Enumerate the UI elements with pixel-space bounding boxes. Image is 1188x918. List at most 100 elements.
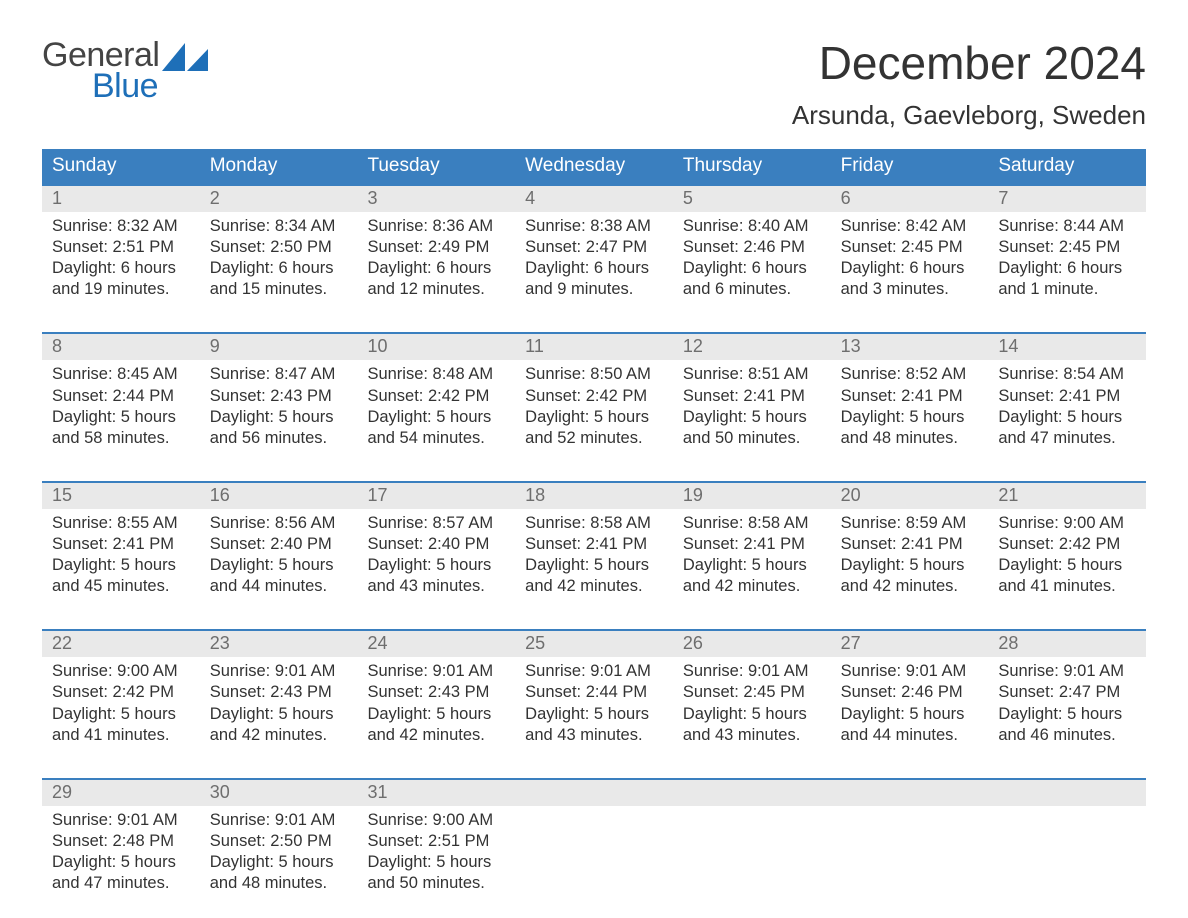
daylight-text-line1: Daylight: 5 hours bbox=[210, 852, 348, 873]
sunrise-text: Sunrise: 8:55 AM bbox=[52, 513, 190, 534]
day-number: 18 bbox=[515, 483, 673, 509]
day-cell: Sunrise: 8:50 AMSunset: 2:42 PMDaylight:… bbox=[515, 360, 673, 452]
day-cell: Sunrise: 8:55 AMSunset: 2:41 PMDaylight:… bbox=[42, 509, 200, 601]
sunrise-text: Sunrise: 8:50 AM bbox=[525, 364, 663, 385]
day-number-row: 293031 bbox=[42, 780, 1146, 806]
sunset-text: Sunset: 2:50 PM bbox=[210, 237, 348, 258]
daylight-text-line1: Daylight: 5 hours bbox=[998, 704, 1136, 725]
day-cell: Sunrise: 8:40 AMSunset: 2:46 PMDaylight:… bbox=[673, 212, 831, 304]
day-cell: Sunrise: 8:44 AMSunset: 2:45 PMDaylight:… bbox=[988, 212, 1146, 304]
sunrise-text: Sunrise: 9:01 AM bbox=[210, 661, 348, 682]
daylight-text-line1: Daylight: 5 hours bbox=[998, 555, 1136, 576]
sunrise-text: Sunrise: 9:01 AM bbox=[841, 661, 979, 682]
calendar: Sunday Monday Tuesday Wednesday Thursday… bbox=[42, 149, 1146, 898]
daylight-text-line1: Daylight: 5 hours bbox=[525, 407, 663, 428]
daylight-text-line1: Daylight: 5 hours bbox=[210, 704, 348, 725]
day-number: 4 bbox=[515, 186, 673, 212]
day-number: 29 bbox=[42, 780, 200, 806]
daylight-text-line2: and 47 minutes. bbox=[52, 873, 190, 894]
sunrise-text: Sunrise: 8:59 AM bbox=[841, 513, 979, 534]
daylight-text-line2: and 3 minutes. bbox=[841, 279, 979, 300]
day-cell: Sunrise: 9:01 AMSunset: 2:46 PMDaylight:… bbox=[831, 657, 989, 749]
day-number bbox=[831, 780, 989, 806]
daylight-text-line1: Daylight: 5 hours bbox=[683, 407, 821, 428]
daylight-text-line1: Daylight: 5 hours bbox=[525, 555, 663, 576]
sunrise-text: Sunrise: 8:47 AM bbox=[210, 364, 348, 385]
daylight-text-line1: Daylight: 5 hours bbox=[841, 704, 979, 725]
day-number: 20 bbox=[831, 483, 989, 509]
sunrise-text: Sunrise: 9:00 AM bbox=[367, 810, 505, 831]
sail-icon bbox=[162, 43, 208, 71]
day-cell: Sunrise: 9:01 AMSunset: 2:43 PMDaylight:… bbox=[200, 657, 358, 749]
calendar-week: 293031Sunrise: 9:01 AMSunset: 2:48 PMDay… bbox=[42, 778, 1146, 898]
daylight-text-line2: and 48 minutes. bbox=[210, 873, 348, 894]
day-cell bbox=[673, 806, 831, 898]
day-number: 17 bbox=[357, 483, 515, 509]
day-number: 2 bbox=[200, 186, 358, 212]
day-number: 26 bbox=[673, 631, 831, 657]
sunrise-text: Sunrise: 8:51 AM bbox=[683, 364, 821, 385]
sunrise-text: Sunrise: 9:01 AM bbox=[367, 661, 505, 682]
sunset-text: Sunset: 2:41 PM bbox=[841, 386, 979, 407]
day-number: 25 bbox=[515, 631, 673, 657]
sunset-text: Sunset: 2:43 PM bbox=[210, 682, 348, 703]
daylight-text-line1: Daylight: 6 hours bbox=[367, 258, 505, 279]
day-cell: Sunrise: 8:36 AMSunset: 2:49 PMDaylight:… bbox=[357, 212, 515, 304]
daylight-text-line1: Daylight: 5 hours bbox=[367, 407, 505, 428]
daylight-text-line2: and 43 minutes. bbox=[683, 725, 821, 746]
weekday-header: Monday bbox=[200, 149, 358, 184]
daylight-text-line1: Daylight: 6 hours bbox=[52, 258, 190, 279]
day-cell: Sunrise: 8:57 AMSunset: 2:40 PMDaylight:… bbox=[357, 509, 515, 601]
day-cell: Sunrise: 9:00 AMSunset: 2:42 PMDaylight:… bbox=[988, 509, 1146, 601]
day-cell: Sunrise: 8:47 AMSunset: 2:43 PMDaylight:… bbox=[200, 360, 358, 452]
sunrise-text: Sunrise: 9:00 AM bbox=[998, 513, 1136, 534]
day-cell: Sunrise: 9:01 AMSunset: 2:44 PMDaylight:… bbox=[515, 657, 673, 749]
day-cell bbox=[988, 806, 1146, 898]
daylight-text-line2: and 47 minutes. bbox=[998, 428, 1136, 449]
day-number: 19 bbox=[673, 483, 831, 509]
daylight-text-line2: and 54 minutes. bbox=[367, 428, 505, 449]
day-number: 9 bbox=[200, 334, 358, 360]
sunrise-text: Sunrise: 9:01 AM bbox=[525, 661, 663, 682]
daylight-text-line2: and 41 minutes. bbox=[998, 576, 1136, 597]
day-cell: Sunrise: 9:01 AMSunset: 2:48 PMDaylight:… bbox=[42, 806, 200, 898]
sunset-text: Sunset: 2:41 PM bbox=[52, 534, 190, 555]
day-number: 11 bbox=[515, 334, 673, 360]
daylight-text-line2: and 43 minutes. bbox=[367, 576, 505, 597]
calendar-week: 891011121314Sunrise: 8:45 AMSunset: 2:44… bbox=[42, 332, 1146, 452]
sunrise-text: Sunrise: 9:01 AM bbox=[52, 810, 190, 831]
daylight-text-line1: Daylight: 5 hours bbox=[841, 555, 979, 576]
sunset-text: Sunset: 2:49 PM bbox=[367, 237, 505, 258]
sunset-text: Sunset: 2:42 PM bbox=[52, 682, 190, 703]
day-number bbox=[988, 780, 1146, 806]
day-number: 21 bbox=[988, 483, 1146, 509]
day-number: 31 bbox=[357, 780, 515, 806]
daylight-text-line2: and 58 minutes. bbox=[52, 428, 190, 449]
day-number-row: 891011121314 bbox=[42, 334, 1146, 360]
daylight-text-line2: and 45 minutes. bbox=[52, 576, 190, 597]
daylight-text-line1: Daylight: 5 hours bbox=[367, 704, 505, 725]
daylight-text-line1: Daylight: 6 hours bbox=[998, 258, 1136, 279]
day-cell: Sunrise: 8:54 AMSunset: 2:41 PMDaylight:… bbox=[988, 360, 1146, 452]
daylight-text-line1: Daylight: 5 hours bbox=[998, 407, 1136, 428]
day-number: 30 bbox=[200, 780, 358, 806]
sunrise-text: Sunrise: 8:58 AM bbox=[683, 513, 821, 534]
sunrise-text: Sunrise: 8:57 AM bbox=[367, 513, 505, 534]
day-content-row: Sunrise: 8:32 AMSunset: 2:51 PMDaylight:… bbox=[42, 212, 1146, 304]
daylight-text-line1: Daylight: 5 hours bbox=[683, 555, 821, 576]
sunset-text: Sunset: 2:46 PM bbox=[683, 237, 821, 258]
daylight-text-line2: and 56 minutes. bbox=[210, 428, 348, 449]
daylight-text-line2: and 42 minutes. bbox=[367, 725, 505, 746]
day-cell: Sunrise: 9:01 AMSunset: 2:45 PMDaylight:… bbox=[673, 657, 831, 749]
calendar-week: 1234567Sunrise: 8:32 AMSunset: 2:51 PMDa… bbox=[42, 184, 1146, 304]
day-number: 6 bbox=[831, 186, 989, 212]
sunset-text: Sunset: 2:50 PM bbox=[210, 831, 348, 852]
day-cell: Sunrise: 8:38 AMSunset: 2:47 PMDaylight:… bbox=[515, 212, 673, 304]
sunset-text: Sunset: 2:41 PM bbox=[998, 386, 1136, 407]
sunset-text: Sunset: 2:44 PM bbox=[525, 682, 663, 703]
daylight-text-line2: and 43 minutes. bbox=[525, 725, 663, 746]
day-number: 5 bbox=[673, 186, 831, 212]
sunset-text: Sunset: 2:46 PM bbox=[841, 682, 979, 703]
day-number: 12 bbox=[673, 334, 831, 360]
day-cell: Sunrise: 8:58 AMSunset: 2:41 PMDaylight:… bbox=[515, 509, 673, 601]
